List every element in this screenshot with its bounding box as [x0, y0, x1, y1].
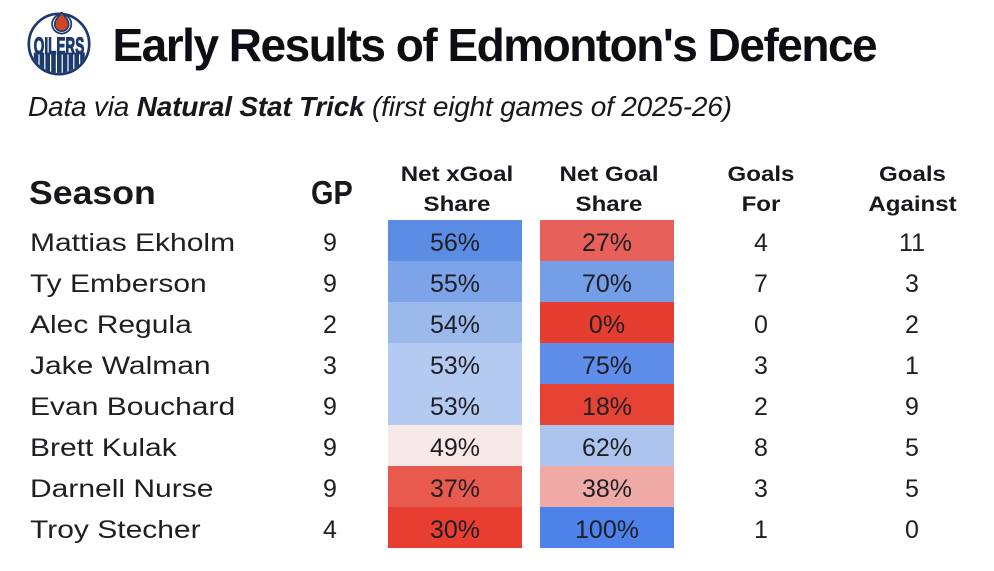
svg-text:OILERS: OILERS	[34, 33, 85, 60]
